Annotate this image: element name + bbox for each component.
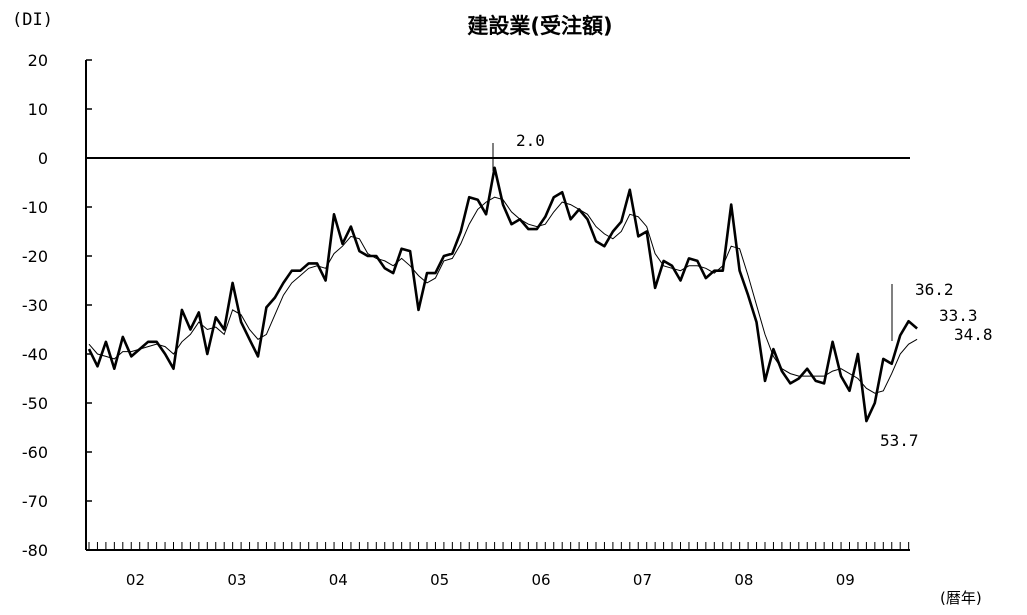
annotation-label: 53.7 [880,431,919,450]
series-line-thin [88,196,918,394]
y-tick-label: -60 [22,443,48,462]
y-tick-label: 10 [28,100,48,119]
y-tick-label: -10 [22,198,48,217]
y-tick-label: -40 [22,345,48,364]
x-tick-label: 06 [532,571,551,589]
x-tick-label: 03 [227,571,246,589]
y-tick-label: -50 [22,394,48,413]
y-tick-label: -20 [22,247,48,266]
annotation-label: 36.2 [915,280,954,299]
chart-title: 建設業(受注額) [467,14,612,38]
x-tick-label: 07 [633,571,652,589]
x-tick-label: 02 [126,571,145,589]
y-tick-label: -70 [22,492,48,511]
x-axis-label: (暦年) [940,589,982,607]
x-axis-labels: 02 03 04 05 06 07 08 09 [126,571,855,589]
x-tick-label: 05 [430,571,449,589]
x-tick-marks [88,542,910,550]
x-tick-label: 09 [836,571,855,589]
x-tick-label: 04 [329,571,348,589]
y-tick-label: 20 [28,51,48,70]
annotation-label: 34.8 [954,325,993,344]
series-line-thick [87,166,918,423]
y-tick-label: -80 [22,541,48,560]
unit-label: (DI) [12,10,53,30]
y-tick-label: 0 [38,149,48,168]
y-tick-label: -30 [22,296,48,315]
y-axis-labels: 20 10 0 -10 -20 -30 -40 -50 -60 -70 -80 [22,51,48,560]
annotation-label: 2.0 [516,131,545,150]
annotation-label: 33.3 [939,306,978,325]
x-tick-label: 08 [734,571,753,589]
